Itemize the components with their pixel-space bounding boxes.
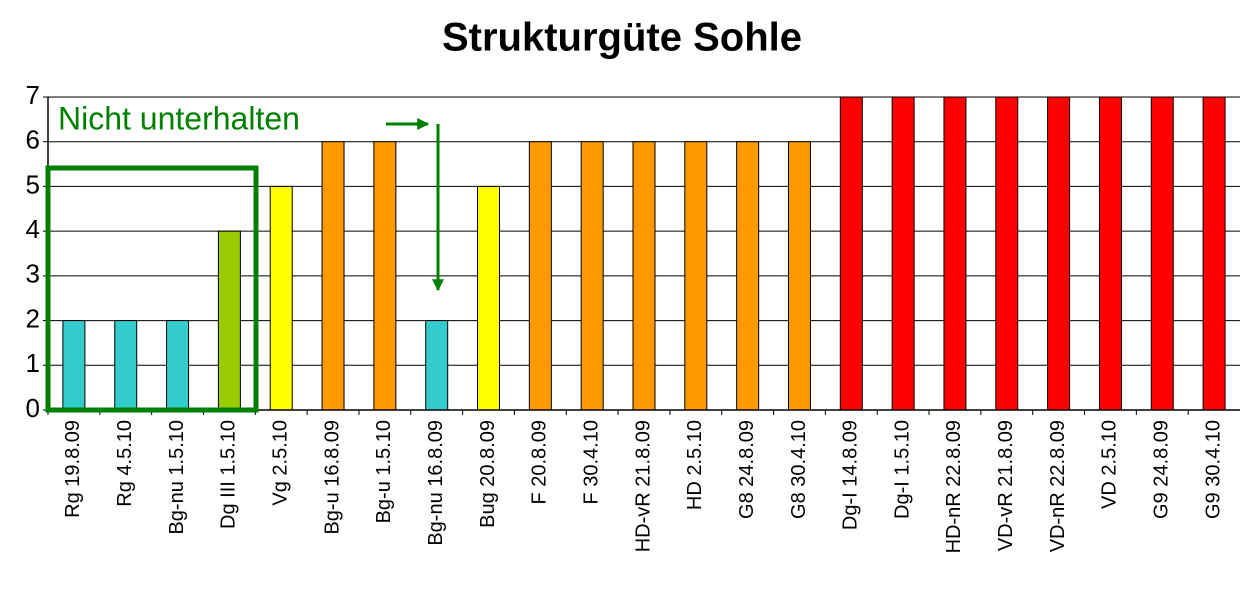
bar — [1150, 96, 1174, 411]
x-tick-label: G8 30.4.10 — [788, 420, 810, 519]
x-tick-label: Dg-I 1.5.10 — [891, 420, 913, 519]
x-tick-label: G9 24.8.09 — [1151, 420, 1173, 519]
x-tick-label: HD-vR 21.8.09 — [632, 420, 654, 552]
y-tick-label: 2 — [26, 303, 40, 333]
bar — [62, 320, 86, 411]
x-tick-label: VD-vR 21.8.09 — [995, 420, 1017, 551]
x-tick-label: Dg III 1.5.10 — [218, 420, 240, 529]
bar — [477, 185, 501, 411]
bar — [787, 141, 811, 411]
x-tick-label: Bug 20.8.09 — [477, 420, 499, 528]
bar — [632, 141, 656, 411]
y-tick-label: 0 — [26, 393, 40, 423]
x-tick-label: VD 2.5.10 — [1099, 420, 1121, 509]
bar — [217, 230, 241, 411]
bar — [1202, 96, 1226, 411]
x-tick-label: HD-nR 22.8.09 — [943, 420, 965, 553]
bar — [943, 96, 967, 411]
y-tick-label: 3 — [26, 259, 40, 289]
chart-title: Strukturgüte Sohle — [442, 16, 802, 60]
bar — [1047, 96, 1071, 411]
bar — [1098, 96, 1122, 411]
bar — [580, 141, 604, 411]
y-tick-label: 1 — [26, 348, 40, 378]
highlight-box — [45, 165, 259, 413]
annotation: Nicht unterhalten — [58, 100, 300, 136]
bar — [114, 320, 138, 411]
bar — [425, 320, 449, 411]
bar — [373, 141, 397, 411]
x-tick-label: HD 2.5.10 — [684, 420, 706, 510]
bar — [736, 141, 760, 411]
x-tick-label: F 30.4.10 — [580, 420, 602, 505]
x-tick-label: Bg-nu 1.5.10 — [166, 420, 188, 535]
bar — [995, 96, 1019, 411]
bar — [166, 320, 190, 411]
y-tick-label: 5 — [26, 169, 40, 199]
bar — [321, 141, 345, 411]
x-tick-label: Bg-u 16.8.09 — [321, 420, 343, 535]
bar — [684, 141, 708, 411]
bar — [839, 96, 863, 411]
bar — [891, 96, 915, 411]
x-tick-label: Bg-nu 16.8.09 — [425, 420, 447, 546]
bar — [528, 141, 552, 411]
x-tick-label: G9 30.4.10 — [1202, 420, 1224, 519]
x-tick-label: F 20.8.09 — [529, 420, 551, 505]
x-tick-label: Bg-u 1.5.10 — [373, 420, 395, 523]
y-tick-label: 6 — [26, 125, 40, 155]
x-tick-label: Rg 4.5.10 — [114, 420, 136, 507]
x-tick-label: Dg-I 14.8.09 — [840, 420, 862, 530]
x-tick-label: G8 24.8.09 — [736, 420, 758, 519]
x-tick-label: VD-nR 22.8.09 — [1047, 420, 1069, 552]
x-tick-label: Rg 19.8.09 — [62, 420, 84, 518]
x-tick-label: Vg 2.5.10 — [269, 420, 291, 506]
y-tick-label: 7 — [26, 80, 40, 110]
y-tick-label: 4 — [26, 214, 40, 244]
bar — [269, 185, 293, 411]
